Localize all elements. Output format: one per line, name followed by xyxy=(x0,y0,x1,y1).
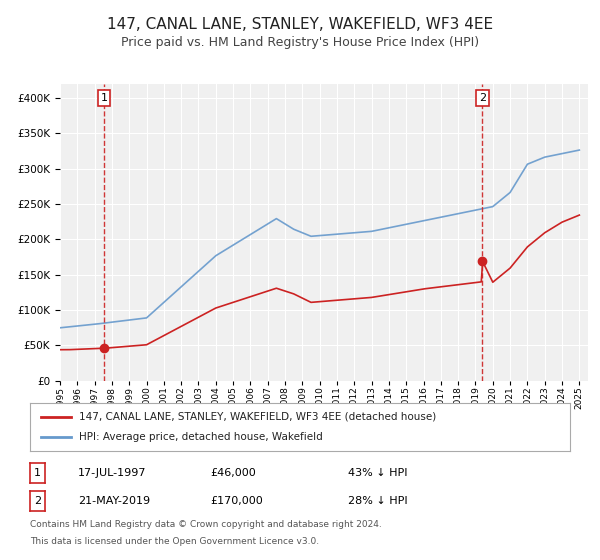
Text: HPI: Average price, detached house, Wakefield: HPI: Average price, detached house, Wake… xyxy=(79,432,322,442)
Text: 2: 2 xyxy=(479,93,486,103)
Text: 1: 1 xyxy=(100,93,107,103)
Text: Contains HM Land Registry data © Crown copyright and database right 2024.: Contains HM Land Registry data © Crown c… xyxy=(30,520,382,529)
Text: 43% ↓ HPI: 43% ↓ HPI xyxy=(348,468,407,478)
Text: 21-MAY-2019: 21-MAY-2019 xyxy=(78,496,150,506)
Text: 147, CANAL LANE, STANLEY, WAKEFIELD, WF3 4EE (detached house): 147, CANAL LANE, STANLEY, WAKEFIELD, WF3… xyxy=(79,412,436,422)
Text: 17-JUL-1997: 17-JUL-1997 xyxy=(78,468,146,478)
Text: This data is licensed under the Open Government Licence v3.0.: This data is licensed under the Open Gov… xyxy=(30,537,319,546)
Text: £170,000: £170,000 xyxy=(210,496,263,506)
Text: 147, CANAL LANE, STANLEY, WAKEFIELD, WF3 4EE: 147, CANAL LANE, STANLEY, WAKEFIELD, WF3… xyxy=(107,17,493,32)
Text: 1: 1 xyxy=(34,468,41,478)
Text: 2: 2 xyxy=(34,496,41,506)
Text: Price paid vs. HM Land Registry's House Price Index (HPI): Price paid vs. HM Land Registry's House … xyxy=(121,36,479,49)
Text: £46,000: £46,000 xyxy=(210,468,256,478)
Text: 28% ↓ HPI: 28% ↓ HPI xyxy=(348,496,407,506)
